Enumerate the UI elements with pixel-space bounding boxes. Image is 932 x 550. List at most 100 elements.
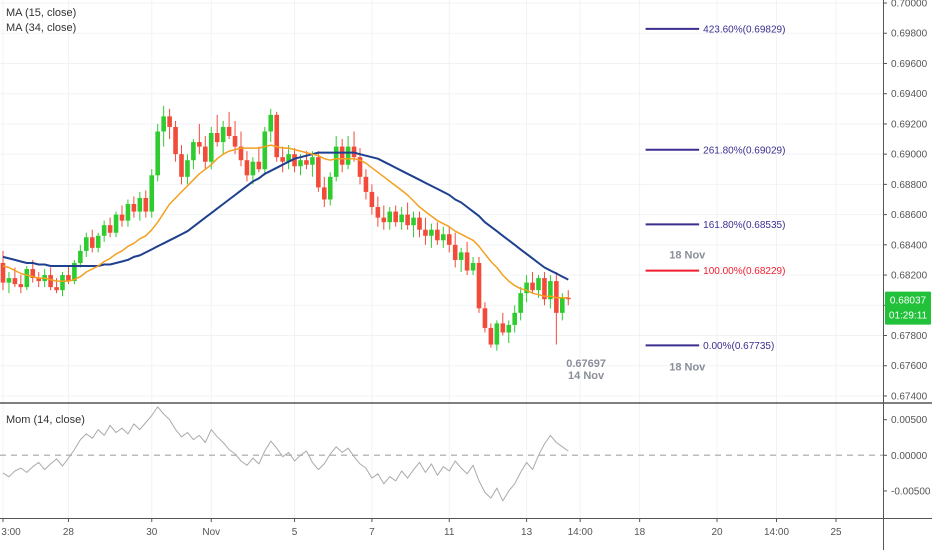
price-tick-label: 0.69600 bbox=[891, 59, 928, 70]
price-axis-ticks[interactable]: 0.70000 0.69800 0.69600 0.69400 0.69200 0.690… bbox=[883, 0, 928, 402]
price-tick-label: 0.69200 bbox=[891, 119, 928, 130]
ma34-path bbox=[2, 151, 569, 281]
price-badge-box bbox=[885, 291, 931, 325]
candle-body bbox=[238, 146, 244, 161]
fib-level-label: 100.00%(0.68229) bbox=[703, 266, 785, 277]
mom-legend[interactable]: Mom (14, close) bbox=[6, 414, 85, 426]
price-annotation-text: 18 Nov bbox=[669, 250, 706, 262]
candle-body bbox=[78, 250, 83, 263]
candle-body bbox=[452, 244, 458, 260]
candle-body bbox=[220, 126, 226, 143]
candle-body bbox=[435, 229, 440, 241]
candle-body bbox=[500, 323, 506, 333]
candle-body bbox=[518, 293, 523, 313]
candle-body bbox=[441, 234, 446, 241]
candle-body bbox=[405, 214, 410, 226]
candle-body bbox=[167, 116, 172, 127]
candle-body bbox=[446, 234, 452, 245]
candle-body bbox=[72, 262, 77, 282]
candle-body bbox=[375, 207, 381, 218]
price-tick-label: 0.69800 bbox=[891, 29, 928, 40]
time-axis-ticks[interactable]: 3:00 28 30 Nov 5 7 11 13 14:00 18 20 14:00 25 bbox=[1, 518, 842, 538]
candle-body bbox=[137, 197, 143, 212]
price-tick-label: 0.67400 bbox=[891, 391, 928, 402]
candle-body bbox=[530, 282, 535, 291]
candle-body bbox=[12, 278, 18, 285]
candle-body bbox=[542, 278, 547, 300]
momentum-series bbox=[2, 406, 569, 502]
ma34-line bbox=[2, 151, 569, 281]
time-tick-label: 25 bbox=[830, 527, 842, 538]
candle-body bbox=[333, 146, 339, 177]
fib-level-label: 423.60%(0.69829) bbox=[703, 24, 785, 35]
time-tick-label: 30 bbox=[146, 527, 158, 538]
price-tick-label: 0.68600 bbox=[891, 210, 928, 221]
price-annotation-text: 18 Nov bbox=[669, 361, 706, 373]
price-badge-value: 0.68037 bbox=[890, 296, 927, 307]
candle-body bbox=[119, 214, 125, 221]
candle-body bbox=[36, 278, 41, 282]
candle-body bbox=[18, 284, 24, 288]
candle-body bbox=[417, 217, 422, 230]
candle-body bbox=[536, 278, 541, 291]
price-badge-countdown: 01:29:11 bbox=[889, 311, 928, 322]
time-tick-label: Nov bbox=[202, 527, 220, 538]
time-tick-label: 11 bbox=[444, 527, 455, 538]
momentum-axis-ticks[interactable]: 0.00500 0.00000 -0.00500 bbox=[883, 415, 931, 497]
candle-body bbox=[286, 154, 291, 162]
price-annotation-text: 0.67697 bbox=[566, 358, 606, 370]
candle-body bbox=[268, 114, 274, 132]
candle-body bbox=[185, 160, 190, 177]
momentum-tick-label: -0.00500 bbox=[891, 486, 931, 497]
time-tick-label: 14:00 bbox=[568, 527, 593, 538]
candle-body bbox=[89, 237, 95, 248]
candle-body bbox=[244, 160, 250, 176]
grid bbox=[0, 0, 883, 518]
candle-body bbox=[429, 229, 434, 236]
candle-body bbox=[280, 157, 285, 162]
candle-body bbox=[548, 281, 553, 300]
candle-body bbox=[322, 187, 327, 200]
candle-body bbox=[494, 323, 500, 345]
fib-level-label: 261.80%(0.69029) bbox=[703, 145, 785, 156]
main-pane-legend: MA (15, close) MA (34, close) bbox=[6, 6, 76, 36]
candle-body bbox=[458, 252, 464, 260]
candle-body bbox=[298, 160, 303, 167]
ma34-legend[interactable]: MA (34, close) bbox=[6, 22, 77, 34]
candle-body bbox=[155, 131, 160, 176]
fibonacci-extension[interactable]: 423.60%(0.69829) 261.80%(0.69029) 161.80%(… bbox=[645, 24, 786, 352]
candle-body bbox=[173, 126, 178, 155]
candle-body bbox=[66, 275, 71, 282]
momentum-path bbox=[2, 406, 569, 502]
candle-body bbox=[256, 161, 262, 170]
candle-body bbox=[506, 324, 512, 333]
time-tick-label: 14:00 bbox=[764, 527, 789, 538]
candle-body bbox=[208, 132, 214, 162]
candle-body bbox=[60, 275, 65, 291]
candle-body bbox=[369, 191, 375, 208]
candle-body bbox=[125, 204, 131, 221]
momentum-pane-legend: Mom (14, close) bbox=[6, 413, 85, 428]
candle-body bbox=[30, 269, 36, 279]
time-tick-label: 7 bbox=[369, 527, 375, 538]
ma15-legend[interactable]: MA (15, close) bbox=[6, 7, 77, 19]
candle-body bbox=[363, 176, 369, 192]
price-annotation-text: 14 Nov bbox=[568, 370, 605, 382]
candle-body bbox=[470, 262, 476, 271]
price-tick-label: 0.70000 bbox=[891, 0, 928, 10]
price-tick-label: 0.69400 bbox=[891, 89, 928, 100]
candle-body bbox=[197, 142, 202, 147]
ma15-path bbox=[2, 144, 569, 299]
candle-body bbox=[214, 132, 220, 143]
candle-body bbox=[387, 211, 393, 223]
last-price-badge: 0.68037 01:29:11 bbox=[885, 291, 931, 325]
candle-body bbox=[54, 287, 59, 291]
candle-body bbox=[482, 308, 488, 328]
candle-body bbox=[95, 235, 101, 248]
candle-body bbox=[476, 262, 482, 309]
candle-body bbox=[381, 217, 387, 223]
candle-body bbox=[48, 275, 53, 288]
candle-body bbox=[327, 176, 333, 200]
